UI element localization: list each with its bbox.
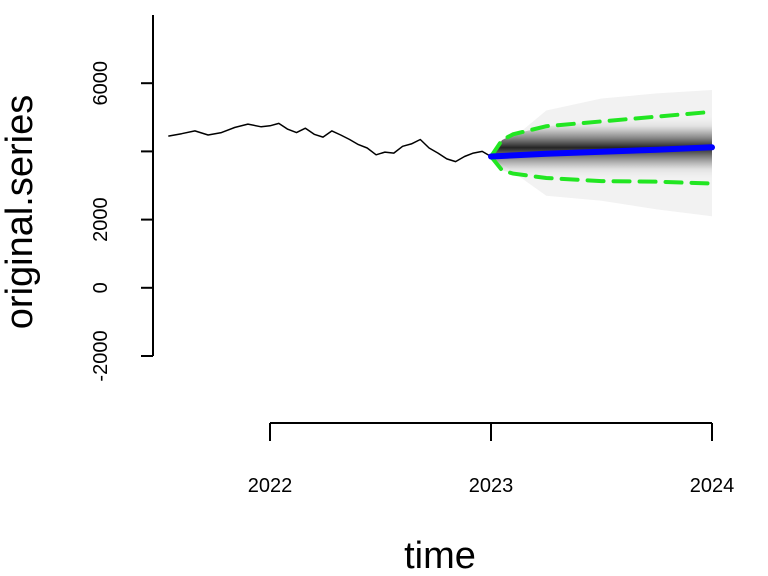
x-tick-label: 2022 [248, 475, 293, 497]
y-tick-label: 0 [90, 282, 112, 293]
forecast-mean-line [488, 144, 715, 160]
history-series-line [168, 122, 492, 163]
y-axis: -2000 0 2000 6000 [90, 15, 154, 382]
y-tick-label: -2000 [90, 330, 112, 381]
y-ticks: -2000 0 2000 6000 [90, 61, 153, 382]
x-axis-title: time [404, 535, 476, 576]
x-ticks: 2022 2023 2024 [248, 423, 735, 497]
fan-inner-band [491, 111, 712, 184]
x-axis: 2022 2023 2024 [248, 422, 735, 497]
y-tick-label: 6000 [90, 61, 112, 106]
lower-interval-line [489, 154, 714, 186]
y-tick-label: 2000 [90, 197, 112, 242]
y-axis-title: original.series [0, 95, 41, 329]
x-tick-label: 2024 [690, 475, 735, 497]
upper-interval-line [489, 109, 714, 159]
plot-area [168, 90, 715, 217]
x-tick-label: 2023 [469, 475, 514, 497]
